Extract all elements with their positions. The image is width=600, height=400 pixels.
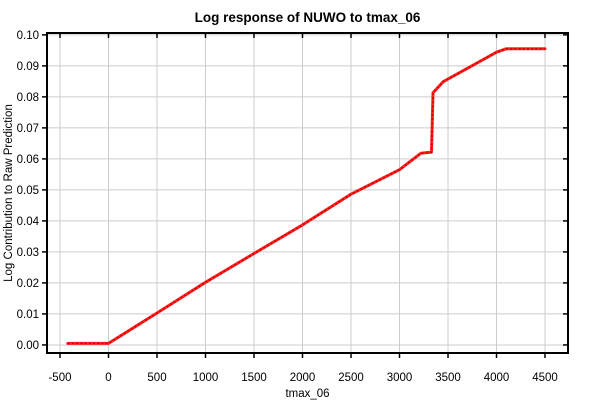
x-tick-label: 3500 bbox=[435, 372, 461, 384]
y-tick-label: 0.02 bbox=[17, 278, 39, 290]
x-tick-label: 4000 bbox=[484, 372, 510, 384]
x-tick-label: 2500 bbox=[338, 372, 364, 384]
y-tick-label: 0.10 bbox=[17, 30, 39, 42]
plot-border bbox=[46, 32, 569, 354]
y-tick-label: 0.07 bbox=[17, 123, 39, 135]
response-line-dotted-core bbox=[67, 47, 545, 345]
y-tick-label: 0.09 bbox=[17, 61, 39, 73]
x-tick-label: 0 bbox=[105, 372, 111, 384]
y-axis-label: Log Contribution to Raw Prediction bbox=[3, 104, 15, 282]
x-tick-label: 1000 bbox=[193, 372, 219, 384]
y-tick-label: 0.08 bbox=[17, 92, 39, 104]
y-tick-label: 0.00 bbox=[17, 340, 39, 352]
plot-area bbox=[47, 33, 568, 353]
y-tick-label: 0.01 bbox=[17, 309, 39, 321]
x-tick-label: -500 bbox=[48, 372, 71, 384]
y-tick-label: 0.04 bbox=[17, 216, 40, 228]
chart-title: Log response of NUWO to tmax_06 bbox=[195, 10, 421, 25]
x-tick-label: 1500 bbox=[241, 372, 267, 384]
x-tick-label: 2000 bbox=[290, 372, 316, 384]
x-axis-label: tmax_06 bbox=[285, 388, 329, 400]
x-tick-label: 500 bbox=[147, 372, 166, 384]
y-tick-label: 0.03 bbox=[17, 247, 39, 259]
x-tick-label: 4500 bbox=[532, 372, 558, 384]
y-tick-label: 0.05 bbox=[17, 185, 39, 197]
x-tick-label: 3000 bbox=[387, 372, 413, 384]
y-tick-label: 0.06 bbox=[17, 154, 39, 166]
